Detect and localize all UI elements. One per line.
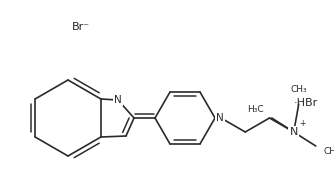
Text: CH₃: CH₃ [291, 85, 307, 94]
Text: CH₃: CH₃ [324, 148, 334, 157]
Text: ·HBr: ·HBr [294, 98, 318, 108]
Text: N: N [216, 113, 224, 123]
Text: Br⁻: Br⁻ [72, 22, 90, 32]
Text: H₃C: H₃C [247, 106, 264, 115]
Text: N: N [290, 127, 298, 137]
Text: +: + [300, 118, 306, 128]
Text: N: N [114, 95, 122, 105]
